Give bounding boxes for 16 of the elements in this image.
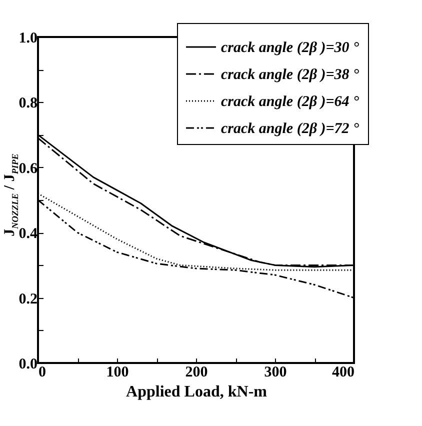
legend-label: crack angle (2β )=72 ° <box>221 121 360 137</box>
x-axis-title: Applied Load, kN-m <box>126 384 268 400</box>
x-tick-label: 0 <box>38 364 46 380</box>
y-tick-label: 0.8 <box>18 96 38 112</box>
y-tick-label: 0.2 <box>18 291 38 308</box>
legend-label: crack angle (2β )=38 ° <box>221 67 360 83</box>
y-tick-label: 0.0 <box>18 356 38 372</box>
y-tick-label: 1.0 <box>18 30 38 46</box>
x-tick-label: 400 <box>332 364 354 380</box>
x-tick-label: 300 <box>264 364 287 380</box>
x-tick-label: 200 <box>185 364 208 380</box>
legend-label: crack angle (2β )=30 ° <box>221 40 360 56</box>
y-tick-label: 0.4 <box>18 226 38 242</box>
x-tick-label: 100 <box>106 364 129 380</box>
y-tick-label: 0.6 <box>18 160 38 177</box>
legend-label: crack angle (2β )=64 ° <box>221 94 360 110</box>
